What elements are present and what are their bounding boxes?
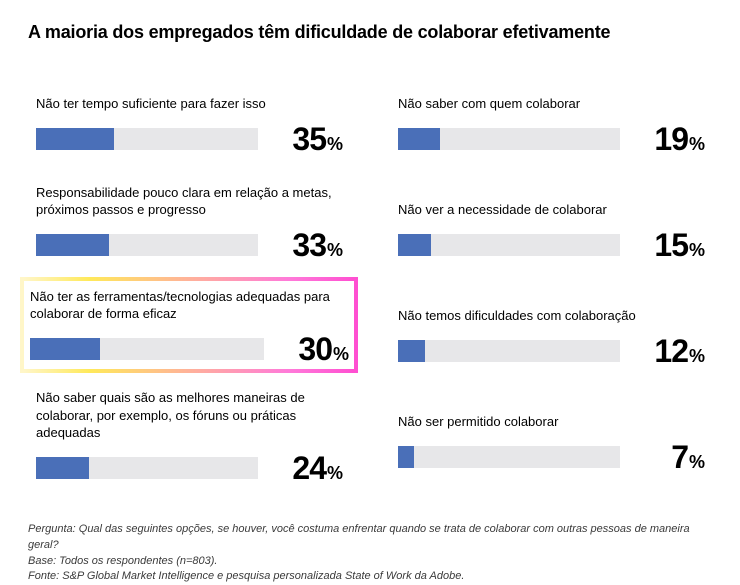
bar-track <box>36 128 258 150</box>
bar-row: 7% <box>398 441 704 473</box>
percent-sign: % <box>327 134 342 154</box>
bar-value-number: 35 <box>292 121 326 157</box>
footer-question: Pergunta: Qual das seguintes opções, se … <box>28 522 712 554</box>
bar-track <box>398 340 620 362</box>
bar-value: 12% <box>632 335 704 367</box>
bar-track <box>30 338 264 360</box>
bar-row: 19% <box>398 123 704 155</box>
bar-value-number: 33 <box>292 227 326 263</box>
bar-item-left-3: Não saber quais são as melhores maneiras… <box>28 383 350 490</box>
bar-row: 12% <box>398 335 704 367</box>
bar-fill <box>398 128 440 150</box>
bar-track-bg <box>398 446 620 468</box>
chart-title: A maioria dos empregados têm dificuldade… <box>28 22 712 43</box>
percent-sign: % <box>333 344 348 364</box>
bar-fill <box>398 446 414 468</box>
percent-sign: % <box>689 452 704 472</box>
bar-fill <box>398 340 425 362</box>
bar-fill <box>30 338 100 360</box>
bar-value-number: 30 <box>298 331 332 367</box>
bar-value: 35% <box>270 123 342 155</box>
bar-label: Não ser permitido colaborar <box>398 397 704 431</box>
bar-fill <box>36 457 89 479</box>
bar-item-right-0: Não saber com quem colaborar 19% <box>390 65 712 161</box>
bar-row: 35% <box>36 123 342 155</box>
bar-row: 15% <box>398 229 704 261</box>
bar-value: 15% <box>632 229 704 261</box>
percent-sign: % <box>689 134 704 154</box>
bar-label: Não ter as ferramentas/tecnologias adequ… <box>30 288 348 323</box>
bar-row: 33% <box>36 229 342 261</box>
footer-base: Base: Todos os respondentes (n=803). <box>28 554 712 570</box>
bar-value: 33% <box>270 229 342 261</box>
chart-footer: Pergunta: Qual das seguintes opções, se … <box>28 522 712 585</box>
bar-track <box>398 234 620 256</box>
bar-value-number: 12 <box>654 333 688 369</box>
bar-item-right-2: Não temos dificuldades com colaboração 12… <box>390 277 712 373</box>
bar-value: 7% <box>632 441 704 473</box>
footer-source: Fonte: S&P Global Market Intelligence e … <box>28 569 712 585</box>
bar-value-number: 7 <box>671 439 688 475</box>
bar-value: 24% <box>270 452 342 484</box>
percent-sign: % <box>327 240 342 260</box>
bar-value: 19% <box>632 123 704 155</box>
bar-track-bg <box>398 340 620 362</box>
bar-label: Não ter tempo suficiente para fazer isso <box>36 79 342 113</box>
chart-columns: Não ter tempo suficiente para fazer isso… <box>28 65 712 500</box>
bar-track <box>36 234 258 256</box>
bar-fill <box>36 128 114 150</box>
percent-sign: % <box>689 346 704 366</box>
percent-sign: % <box>327 463 342 483</box>
bar-item-right-1: Não ver a necessidade de colaborar 15% <box>390 171 712 267</box>
bar-label: Não ver a necessidade de colaborar <box>398 185 704 219</box>
bar-fill <box>398 234 431 256</box>
bar-value-number: 15 <box>654 227 688 263</box>
bar-fill <box>36 234 109 256</box>
bar-item-left-1: Responsabilidade pouco clara em relação … <box>28 171 350 267</box>
bar-track <box>36 457 258 479</box>
bar-item-left-2: Não ter as ferramentas/tecnologias adequ… <box>20 277 358 373</box>
bar-row: 24% <box>36 452 342 484</box>
right-column: Não saber com quem colaborar19%Não ver a… <box>390 65 712 500</box>
percent-sign: % <box>689 240 704 260</box>
bar-item-right-3: Não ser permitido colaborar 7% <box>390 383 712 479</box>
left-column: Não ter tempo suficiente para fazer isso… <box>28 65 350 500</box>
bar-track <box>398 446 620 468</box>
bar-item-left-0: Não ter tempo suficiente para fazer isso… <box>28 65 350 161</box>
bar-track <box>398 128 620 150</box>
bar-label: Não temos dificuldades com colaboração <box>398 291 704 325</box>
bar-value-number: 19 <box>654 121 688 157</box>
bar-track-bg <box>398 234 620 256</box>
bar-row: 30% <box>30 333 348 365</box>
bar-value-number: 24 <box>292 450 326 486</box>
bar-value: 30% <box>276 333 348 365</box>
bar-label: Responsabilidade pouco clara em relação … <box>36 184 342 219</box>
bar-label: Não saber com quem colaborar <box>398 79 704 113</box>
bar-label: Não saber quais são as melhores maneiras… <box>36 389 342 442</box>
